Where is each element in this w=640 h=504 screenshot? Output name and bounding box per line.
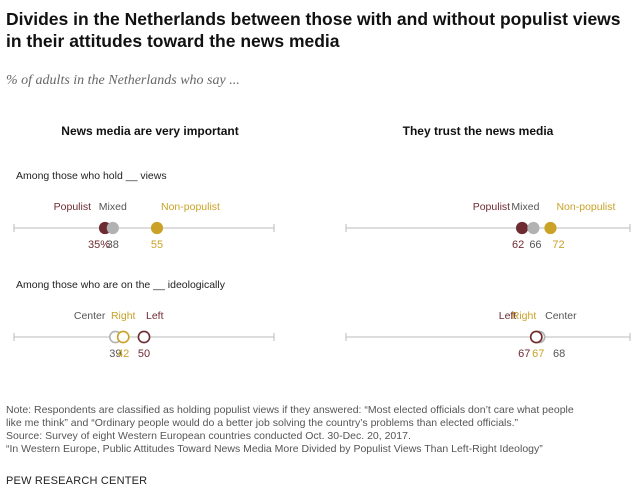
panel-title: News media are very important (61, 124, 238, 138)
chart-title: Divides in the Netherlands between those… (6, 9, 621, 51)
value-label: 72 (552, 239, 564, 251)
group-label: Among those who hold __ views (16, 170, 167, 182)
series-label: Right (512, 310, 537, 322)
series-label: Center (74, 310, 106, 322)
series-label: Non-populist (161, 201, 220, 213)
dot-plot-chart: News media are very important They trust … (13, 124, 631, 360)
chart-subtitle: % of adults in the Netherlands who say .… (6, 73, 240, 88)
dot-non-populist (150, 221, 164, 235)
value-label: 50 (138, 348, 150, 360)
series-label: Non-populist (556, 201, 615, 213)
value-label: 39 (109, 348, 121, 360)
series-label: Populist (473, 201, 510, 213)
dot-non-populist (544, 221, 557, 235)
value-label: 55 (151, 239, 163, 251)
group-label: Among those who are on the __ ideologica… (16, 279, 226, 291)
footer-brand: PEW RESEARCH CENTER (6, 475, 148, 487)
note-line: like me think” and “Ordinary people woul… (6, 417, 519, 429)
series-label: Mixed (511, 201, 539, 213)
panel-title: They trust the news media (403, 124, 554, 138)
dot-right (116, 330, 130, 344)
series-label: Populist (54, 201, 91, 213)
report-title-line: “In Western Europe, Public Attitudes Tow… (6, 443, 543, 455)
dot-left (137, 330, 151, 344)
value-label: 67 (518, 348, 530, 360)
series-label: Center (545, 310, 577, 322)
dot-left (529, 330, 543, 344)
note-line: Note: Respondents are classified as hold… (6, 404, 574, 416)
dot-mixed (106, 221, 119, 235)
value-label: 35% (88, 239, 110, 251)
value-label: 62 (512, 239, 524, 251)
value-label: 67 (532, 348, 544, 360)
series-label: Left (499, 310, 517, 322)
dot-mixed (527, 221, 540, 235)
series-label: Left (146, 310, 164, 322)
value-label: 42 (117, 348, 129, 360)
series-label: Mixed (99, 201, 127, 213)
series-label: Right (111, 310, 136, 322)
source-line: Source: Survey of eight Western European… (6, 430, 411, 442)
notes-block: Note: Respondents are classified as hold… (6, 404, 634, 456)
value-label: 66 (529, 239, 541, 251)
dot-populist (515, 221, 529, 235)
value-label: 38 (107, 239, 119, 251)
value-label: 68 (553, 348, 565, 360)
